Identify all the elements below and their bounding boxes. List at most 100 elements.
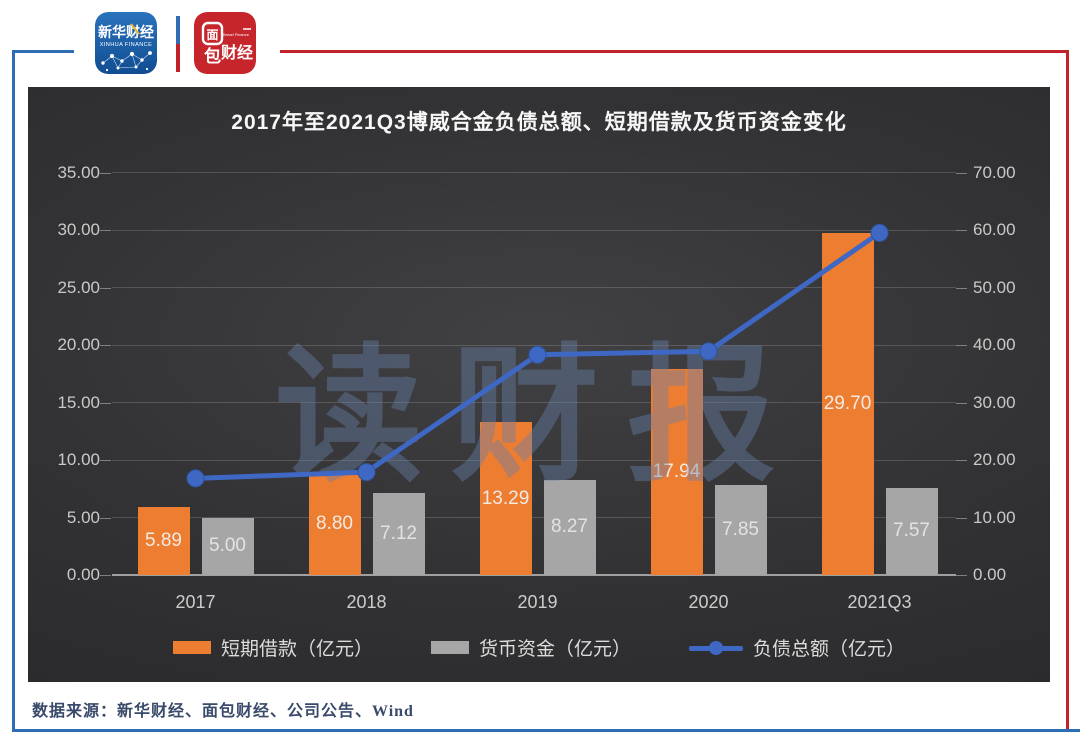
tick-right — [956, 460, 967, 461]
grid-line — [112, 172, 956, 173]
bread-logo-chars-right: 财经 — [220, 43, 253, 62]
data-source-note: 数据来源：新华财经、面包财经、公司公告、Wind — [32, 703, 414, 720]
tick-right — [956, 402, 967, 404]
bread-logo-char-top: 面 — [206, 28, 218, 42]
logo-divider-bottom — [176, 44, 180, 72]
tick-left — [100, 517, 111, 519]
bar-gray-2020 — [714, 484, 767, 575]
y-axis-label-left: 30.00 — [57, 220, 100, 239]
chart-title: 2017年至2021Q3博威合金负债总额、短期借款及货币资金变化 — [231, 111, 847, 134]
tick-left — [100, 460, 111, 461]
x-axis-label-2017: 2017 — [175, 592, 216, 612]
xinhua-logo-art: 新华财经 XINHUA FINANCE — [95, 12, 157, 74]
grid-line — [112, 459, 956, 461]
xinhua-logo-subtitle: XINHUA FINANCE — [100, 42, 153, 48]
tick-right — [956, 287, 967, 289]
line-marker-2021Q3 — [870, 223, 889, 242]
legend-swatch-gray-bar — [430, 641, 469, 654]
legend-item-monetary-funds: 货币资金（亿元） — [430, 634, 631, 661]
tick-left — [100, 172, 111, 174]
y-axis-label-left: 15.00 — [57, 392, 100, 412]
bar-gray-2021Q3 — [885, 487, 938, 575]
y-axis-label-right: 70.00 — [973, 162, 1016, 182]
bread-logo-char-bottom: 包 — [204, 46, 221, 66]
bar-value-label: 5.00 — [209, 535, 246, 557]
bread-logo-art: 面 包 财经 Bread Finance — [194, 12, 256, 74]
legend-swatch-blue-line — [689, 640, 743, 656]
bread-finance-logo: 面 包 财经 Bread Finance — [194, 12, 256, 74]
bar-value-label: 29.70 — [823, 393, 872, 415]
y-axis-label-left: 10.00 — [57, 450, 100, 469]
bar-value-label: 7.85 — [722, 518, 759, 540]
bar-gray-2017 — [201, 517, 254, 575]
x-axis-label-2018: 2018 — [346, 592, 387, 612]
grid-line — [112, 229, 956, 231]
grid-line — [112, 287, 956, 288]
legend-dot-mark — [709, 640, 723, 655]
y-axis-label-left: 25.00 — [57, 277, 100, 297]
frame-top-left-stub — [12, 50, 74, 53]
tick-left — [100, 402, 111, 404]
grid-line — [112, 344, 956, 346]
bar-value-label: 7.57 — [893, 520, 930, 542]
legend-label: 短期借款（亿元） — [220, 639, 373, 660]
bar-orange-2020 — [650, 368, 703, 575]
y-axis-label-left: 5.00 — [66, 507, 100, 527]
x-axis-label-2021Q3: 2021Q3 — [847, 592, 912, 612]
x-axis-line — [112, 574, 956, 576]
frame-bottom-line — [12, 729, 1080, 732]
x-axis-label-2020: 2020 — [688, 592, 729, 612]
y-axis-label-left: 20.00 — [57, 335, 100, 354]
bar-orange-2021Q3 — [821, 233, 874, 575]
tick-left — [100, 287, 111, 289]
y-axis-label-right: 30.00 — [973, 392, 1016, 412]
grid-line — [112, 517, 956, 518]
bar-value-label: 8.80 — [316, 513, 353, 535]
xinhua-finance-logo: 新华财经 XINHUA FINANCE — [95, 12, 157, 74]
y-axis-label-right: 20.00 — [973, 450, 1016, 469]
y-axis-label-left: 35.00 — [57, 162, 100, 182]
tick-right — [956, 575, 967, 576]
bar-gray-2019 — [543, 479, 596, 575]
tick-right — [956, 172, 967, 174]
frame-left-line — [12, 50, 15, 732]
legend-label: 负债总额（亿元） — [753, 639, 906, 660]
y-axis-label-right: 50.00 — [973, 277, 1016, 297]
x-axis-label-2019: 2019 — [517, 592, 558, 612]
bread-logo-subtitle: Bread Finance — [223, 32, 250, 37]
grid-line — [112, 402, 956, 403]
chart-panel — [28, 87, 1050, 682]
legend-swatch-orange-bar — [172, 641, 211, 654]
bar-value-label: 8.27 — [551, 516, 588, 538]
chart-legend: 短期借款（亿元） 货币资金（亿元） 负债总额（亿元） — [28, 634, 1050, 661]
legend-item-total-liabilities: 负债总额（亿元） — [689, 634, 905, 661]
logo-divider-top — [176, 16, 180, 44]
legend-label: 货币资金（亿元） — [478, 639, 631, 660]
frame-top-right-line — [280, 50, 1069, 53]
bar-orange-2019 — [479, 422, 532, 575]
y-axis-label-right: 40.00 — [973, 335, 1016, 354]
line-marker-2019 — [528, 345, 547, 364]
bar-value-label: 17.94 — [652, 460, 701, 482]
bar-value-label: 5.89 — [145, 530, 182, 552]
bar-orange-2018 — [308, 473, 361, 575]
y-axis-label-right: 60.00 — [973, 220, 1016, 239]
y-axis-label-right: 0.00 — [973, 565, 1007, 584]
tick-left — [100, 575, 111, 576]
tick-left — [100, 230, 111, 231]
xinhua-logo-title: 新华财经 — [98, 24, 154, 41]
line-marker-2018 — [357, 463, 376, 482]
line-marker-2020 — [699, 342, 718, 361]
frame-right-line — [1066, 50, 1069, 729]
tick-right — [956, 230, 967, 231]
tick-right — [956, 517, 967, 519]
y-axis-label-left: 0.00 — [66, 565, 100, 584]
tick-right — [956, 345, 967, 346]
line-marker-2017 — [186, 469, 205, 488]
y-axis-label-right: 10.00 — [973, 507, 1016, 527]
bar-value-label: 13.29 — [481, 487, 530, 509]
bar-gray-2018 — [372, 493, 425, 575]
bar-value-label: 7.12 — [380, 523, 417, 545]
